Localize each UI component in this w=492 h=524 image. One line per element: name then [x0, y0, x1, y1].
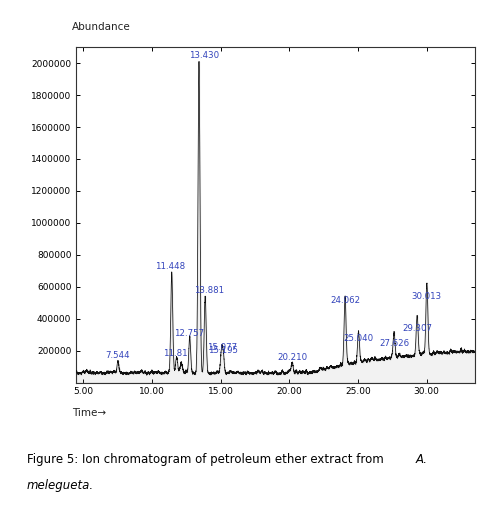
Text: 11.81: 11.81: [163, 349, 187, 358]
Text: 13.881: 13.881: [193, 286, 224, 295]
Text: 29.307: 29.307: [402, 324, 432, 333]
Text: Figure 5: Ion chromatogram of petroleum ether extract from: Figure 5: Ion chromatogram of petroleum …: [27, 453, 388, 466]
Text: 15.195: 15.195: [208, 346, 238, 355]
Text: 30.013: 30.013: [412, 292, 442, 301]
Text: A.: A.: [416, 453, 428, 466]
Text: 25.040: 25.040: [343, 334, 373, 343]
Text: 12.757: 12.757: [174, 329, 204, 338]
Text: 11.448: 11.448: [154, 262, 184, 271]
Text: Time→: Time→: [72, 408, 106, 418]
Text: 13.430: 13.430: [189, 51, 219, 60]
Text: 27.626: 27.626: [379, 339, 409, 348]
Text: Abundance: Abundance: [72, 22, 131, 32]
Text: 24.062: 24.062: [330, 296, 360, 304]
Text: 7.544: 7.544: [106, 352, 130, 361]
Text: melegueta.: melegueta.: [27, 479, 94, 493]
Text: 15.077: 15.077: [207, 343, 237, 352]
Text: 20.210: 20.210: [277, 353, 307, 362]
